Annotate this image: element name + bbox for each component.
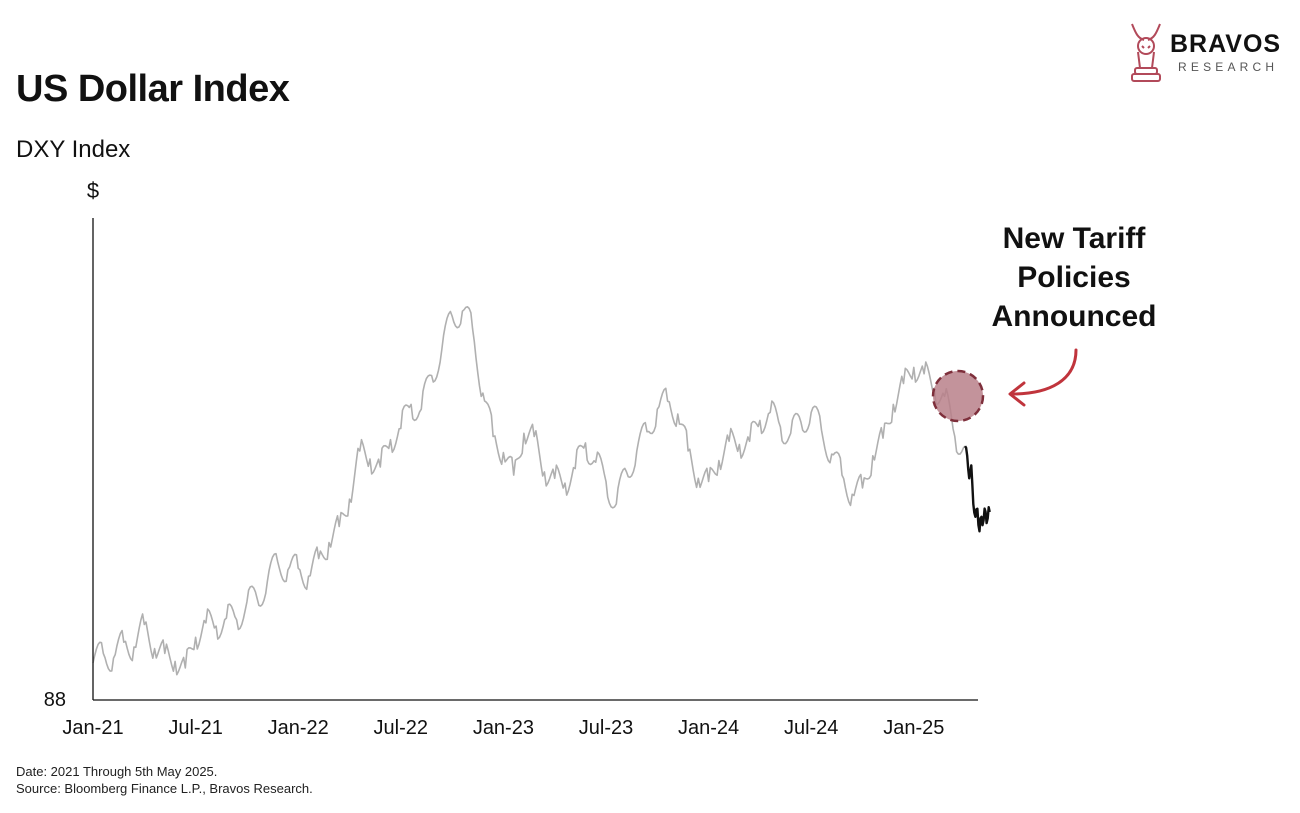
x-tick-label: Jan-24 bbox=[678, 717, 739, 739]
x-tick-label: Jan-23 bbox=[473, 717, 534, 739]
annotation-text-line: Policies bbox=[1017, 261, 1130, 294]
dxy-recent-series-line bbox=[964, 445, 991, 533]
dxy-series-line bbox=[92, 306, 966, 676]
event-marker-circle bbox=[931, 369, 985, 423]
footer-notes: Date: 2021 Through 5th May 2025. Source:… bbox=[16, 763, 313, 797]
annotation-arrow bbox=[1010, 348, 1078, 396]
x-tick-label: Jul-21 bbox=[168, 717, 222, 739]
logo-tagline: RESEARCH bbox=[1178, 60, 1279, 74]
x-tick-label: Jan-22 bbox=[268, 717, 329, 739]
chart-subtitle: DXY Index bbox=[16, 136, 131, 163]
date-note: Date: 2021 Through 5th May 2025. bbox=[16, 764, 218, 779]
annotation-arrow-head bbox=[1008, 381, 1026, 407]
bull-knight-icon bbox=[1131, 23, 1161, 82]
logo-name: BRAVOS bbox=[1170, 30, 1282, 58]
x-tick-label: Jan-21 bbox=[62, 717, 123, 739]
x-tick-label: Jan-25 bbox=[883, 717, 944, 739]
annotation-text-line: Announced bbox=[992, 300, 1157, 333]
x-tick-label: Jul-23 bbox=[579, 717, 633, 739]
brand-logo: BRAVOS RESEARCH bbox=[1126, 18, 1296, 88]
page-title: US Dollar Index bbox=[16, 68, 290, 110]
x-tick-label: Jul-24 bbox=[784, 717, 838, 739]
y-tick-label: 88 bbox=[44, 689, 66, 711]
y-axis-label: $ bbox=[87, 178, 99, 203]
source-note: Source: Bloomberg Finance L.P., Bravos R… bbox=[16, 781, 313, 796]
annotation-text-line: New Tariff bbox=[1003, 222, 1147, 255]
x-tick-label: Jul-22 bbox=[374, 717, 428, 739]
